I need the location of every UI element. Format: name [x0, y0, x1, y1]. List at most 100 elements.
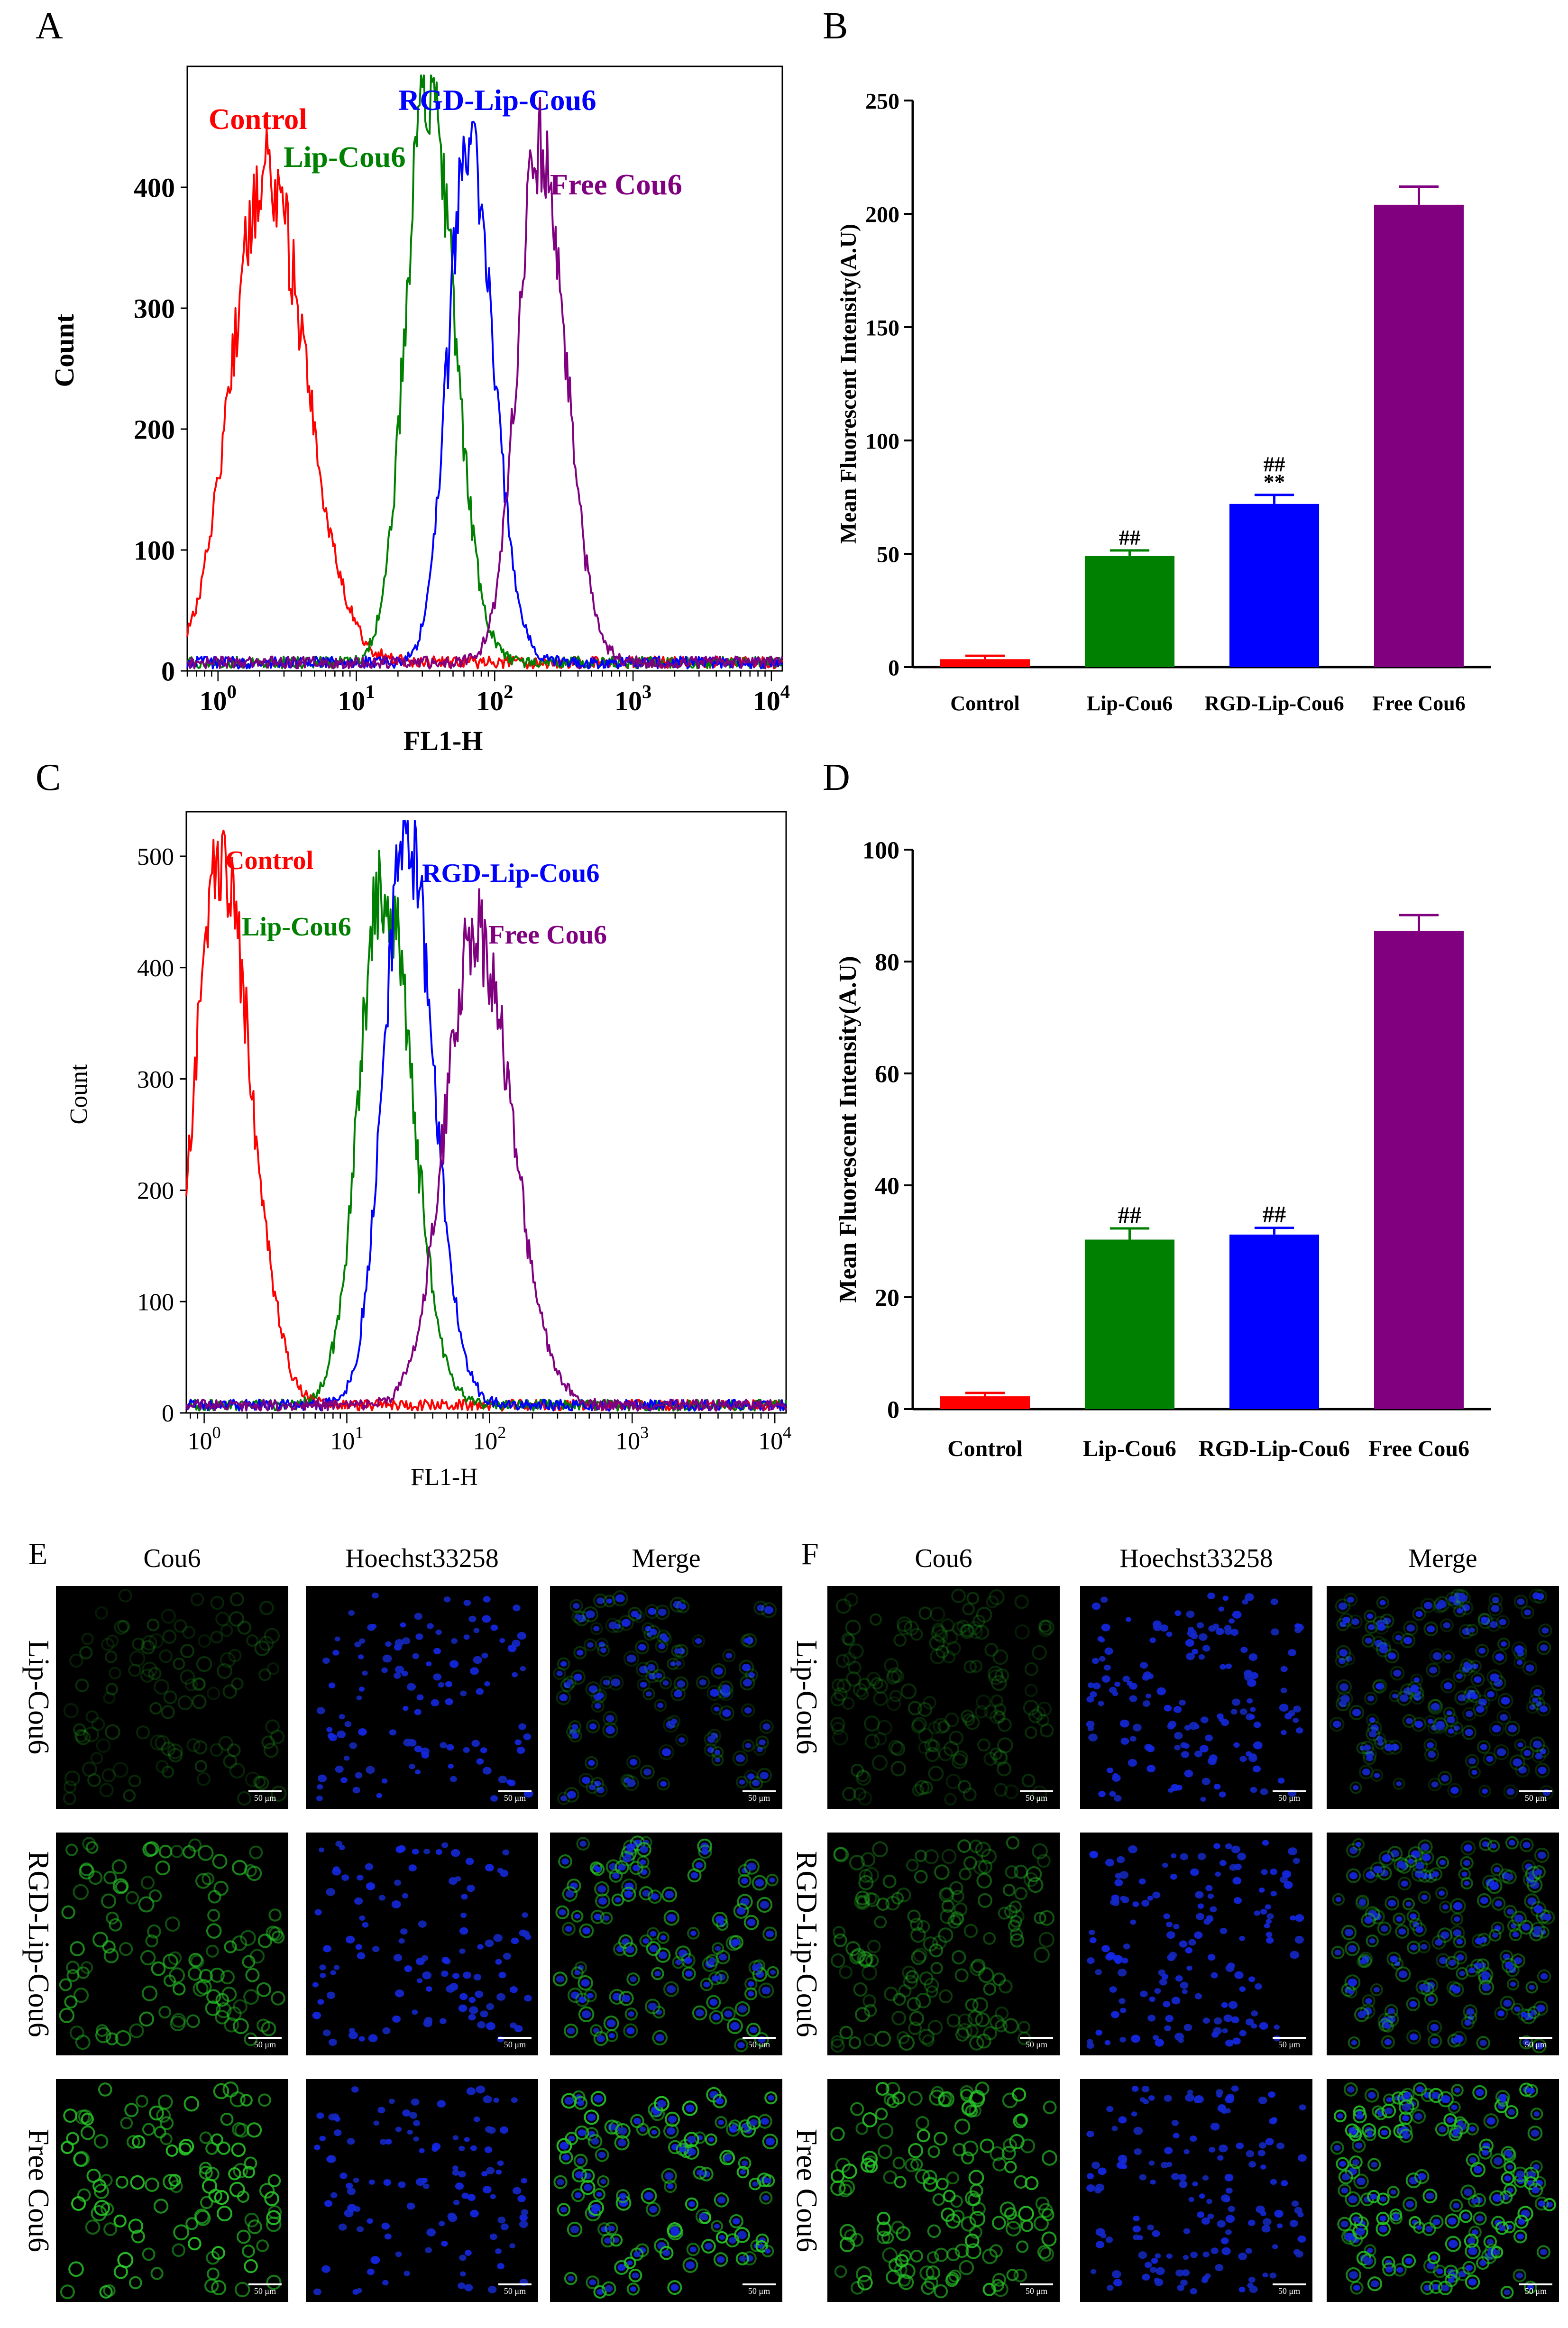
- y-axis-label: Mean Fluorescent Intensity(A.U): [836, 224, 861, 544]
- significance-mark: ##: [1263, 1201, 1286, 1228]
- y-tick-label: 20: [875, 1285, 899, 1312]
- scale-bar-label: 50 μm: [1278, 2040, 1301, 2049]
- x-tick-label: Control: [947, 1436, 1023, 1461]
- series-line-free-cou6: [185, 888, 787, 1412]
- cell-field: [1329, 1588, 1554, 1800]
- micrograph-free-cou6-merge: 50 μm: [550, 2079, 782, 2302]
- significance-mark: **: [1264, 470, 1285, 494]
- scale-bar-label: 50 μm: [1025, 1793, 1048, 1803]
- row-label-free cou6: Free Cou6: [22, 2128, 55, 2253]
- y-tick-label: 100: [865, 429, 899, 454]
- y-tick-label: 200: [137, 1178, 174, 1205]
- cell-field: [1086, 1840, 1304, 2049]
- series-label-rgd-lip-cou6: RGD-Lip-Cou6: [398, 83, 596, 117]
- series-line-rgd-lip-cou6: [185, 820, 787, 1412]
- scale-bar-label: 50 μm: [254, 1793, 276, 1803]
- scale-bar: 50 μm: [1519, 2037, 1552, 2050]
- cell-field: [316, 1592, 533, 1802]
- micrograph-lip-cou6-cou6: 50 μm: [56, 1586, 288, 1809]
- y-tick-label: 400: [137, 955, 174, 982]
- y-tick-label: 250: [865, 89, 899, 114]
- bar-control: [940, 659, 1030, 667]
- y-tick-label: 100: [862, 837, 899, 864]
- row-label-rgd-lip-cou6: RGD-Lip-Cou6: [790, 1851, 823, 2037]
- scale-bar: 50 μm: [1020, 2283, 1053, 2296]
- x-tick-label: Lip-Cou6: [1083, 1436, 1176, 1461]
- y-tick-label: 0: [888, 655, 899, 680]
- y-tick-label: 200: [865, 202, 899, 227]
- micrograph-lip-cou6-merge: 50 μm: [550, 1586, 782, 1809]
- x-tick-label: RGD-Lip-Cou6: [1204, 692, 1344, 715]
- scale-bar-label: 50 μm: [1025, 2040, 1048, 2049]
- scale-bar: 50 μm: [498, 1790, 532, 1803]
- x-tick-label: 102: [476, 681, 513, 716]
- cell-field: [830, 1588, 1055, 1806]
- micrograph-free-cou6-hoechst33258: 50 μm: [306, 2079, 538, 2302]
- x-axis-label: FL1-H: [403, 725, 483, 756]
- plot-frame: [186, 65, 783, 672]
- micrograph-rgd-lip-cou6-hoechst33258: 50 μm: [1080, 1833, 1312, 2055]
- cell-field: [1086, 1592, 1304, 1802]
- bar-control: [940, 1396, 1030, 1409]
- y-tick-label: 300: [134, 293, 175, 324]
- cell-field: [1331, 1836, 1555, 2053]
- scale-bar-label: 50 μm: [748, 2286, 770, 2296]
- x-tick-label: Free Cou6: [1372, 692, 1466, 715]
- scale-bar: 50 μm: [743, 2037, 776, 2050]
- scale-bar-line: [743, 2283, 776, 2285]
- scale-bar-line: [1020, 2037, 1053, 2039]
- y-tick-label: 200: [134, 414, 175, 445]
- scale-bar-line: [1020, 1790, 1053, 1792]
- micrograph-free-cou6-cou6: 50 μm: [56, 2079, 288, 2302]
- scale-bar: 50 μm: [498, 2037, 532, 2050]
- row-label-free cou6: Free Cou6: [790, 2128, 823, 2253]
- scale-bar-line: [498, 2283, 532, 2285]
- bar-lip-cou6: [1084, 556, 1175, 667]
- y-tick-label: 400: [134, 172, 175, 203]
- y-tick-label: 0: [162, 1400, 174, 1427]
- x-tick-label: 103: [615, 1423, 649, 1455]
- x-tick-label: Free Cou6: [1368, 1436, 1469, 1461]
- micrograph-lip-cou6-hoechst33258: 50 μm: [306, 1586, 538, 1809]
- scale-bar-line: [1273, 2037, 1306, 2039]
- y-axis-label: Mean Fluorescent Intensity(A.U): [834, 956, 862, 1302]
- series-label-free-cou6: Free Cou6: [550, 168, 682, 201]
- scale-bar: 50 μm: [743, 1790, 776, 1803]
- scale-bar-line: [248, 2037, 282, 2039]
- cell-field: [1330, 2082, 1556, 2299]
- scale-bar: 50 μm: [498, 2283, 532, 2296]
- x-tick-label: 104: [758, 1423, 791, 1455]
- x-tick-label: 101: [338, 681, 375, 716]
- cell-field: [830, 2081, 1057, 2299]
- scale-bar-line: [498, 1790, 532, 1792]
- significance-mark: ##: [1119, 525, 1141, 550]
- scale-bar-line: [248, 1790, 282, 1792]
- row-label-lip-cou6: Lip-Cou6: [22, 1640, 55, 1755]
- column-header-hoechst33258: Hoechst33258: [1119, 1544, 1273, 1573]
- y-tick-label: 300: [137, 1066, 174, 1093]
- scale-bar-label: 50 μm: [1278, 1793, 1301, 1803]
- micrograph-lip-cou6-hoechst33258: 50 μm: [1080, 1586, 1312, 1809]
- micrograph-free-cou6-merge: 50 μm: [1327, 2079, 1559, 2302]
- scale-bar-label: 50 μm: [254, 2040, 276, 2049]
- x-tick-label: Lip-Cou6: [1087, 692, 1173, 715]
- column-header-cou6: Cou6: [915, 1544, 972, 1573]
- panel-label-a: A: [36, 5, 63, 47]
- micrograph-lip-cou6-merge: 50 μm: [1327, 1586, 1559, 1809]
- scale-bar: 50 μm: [1273, 1790, 1306, 1803]
- y-tick-label: 0: [161, 656, 175, 687]
- panel-label-d: D: [823, 757, 850, 798]
- scale-bar-label: 50 μm: [504, 1793, 526, 1803]
- scale-bar: 50 μm: [1273, 2283, 1306, 2296]
- cell-field: [312, 1841, 532, 2046]
- bar-rgd-lip-cou6: [1229, 504, 1320, 667]
- y-tick-label: 50: [877, 542, 899, 567]
- x-axis-label: FL1-H: [411, 1464, 478, 1491]
- x-tick-label: 104: [753, 681, 790, 716]
- scale-bar-line: [1519, 2283, 1552, 2285]
- micrograph-rgd-lip-cou6-hoechst33258: 50 μm: [306, 1833, 538, 2055]
- row-label-lip-cou6: Lip-Cou6: [790, 1640, 823, 1755]
- row-label-rgd-lip-cou6: RGD-Lip-Cou6: [22, 1851, 55, 2037]
- scale-bar-line: [1519, 2037, 1552, 2039]
- x-tick-label: 100: [187, 1423, 220, 1455]
